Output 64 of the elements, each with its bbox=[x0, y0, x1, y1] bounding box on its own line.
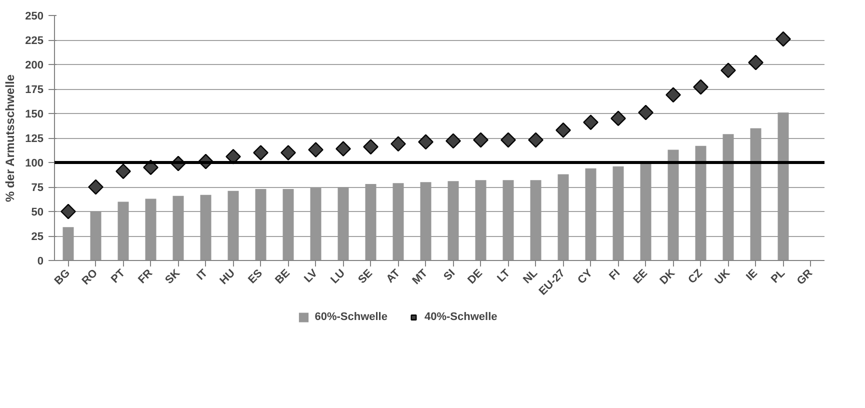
point bbox=[556, 122, 571, 138]
x-tick-label: LU bbox=[328, 267, 348, 286]
point bbox=[500, 132, 516, 148]
x-tick-label: FR bbox=[136, 267, 156, 286]
point bbox=[280, 145, 296, 160]
point bbox=[60, 204, 76, 220]
y-tick-label: 150 bbox=[25, 108, 44, 120]
point bbox=[116, 164, 131, 179]
point bbox=[610, 110, 626, 126]
x-tick-label: DK bbox=[658, 267, 678, 287]
y-tick-label: 200 bbox=[25, 60, 44, 72]
x-tick-label: HU bbox=[218, 267, 238, 287]
point bbox=[336, 141, 351, 156]
point bbox=[446, 133, 461, 149]
point bbox=[776, 31, 791, 47]
point bbox=[583, 114, 598, 130]
x-tick-label: GR bbox=[794, 267, 816, 288]
point bbox=[390, 136, 406, 152]
y-tick-label: 225 bbox=[25, 35, 44, 47]
y-tick-label: 100 bbox=[25, 158, 44, 170]
x-tick-label: BG bbox=[52, 267, 72, 288]
x-tick-label: UK bbox=[712, 267, 733, 287]
point bbox=[666, 87, 681, 103]
y-tick-label: 125 bbox=[25, 133, 44, 145]
y-tick-label: 0 bbox=[37, 256, 44, 268]
point bbox=[418, 134, 434, 150]
point bbox=[693, 79, 708, 95]
point bbox=[363, 139, 378, 154]
x-tick-label: SI bbox=[442, 267, 458, 284]
x-tick-label: ES bbox=[246, 267, 265, 286]
x-tick-label: BE bbox=[273, 267, 292, 287]
point bbox=[308, 142, 324, 158]
x-tick-label: MT bbox=[410, 267, 430, 287]
point bbox=[638, 104, 654, 120]
x-tick-label: PL bbox=[769, 267, 788, 286]
x-tick-label: CZ bbox=[686, 267, 706, 286]
y-axis-title: % der Armutsschwelle bbox=[3, 74, 18, 202]
x-tick-label: AT bbox=[384, 267, 403, 286]
y-tick-label: 50 bbox=[31, 206, 44, 218]
point bbox=[720, 62, 736, 78]
x-tick-label: DE bbox=[466, 267, 485, 287]
point bbox=[748, 54, 764, 70]
x-tick-label: IT bbox=[194, 267, 210, 283]
point bbox=[253, 145, 268, 160]
legend-label: 40%-Schwelle bbox=[424, 311, 498, 323]
x-tick-label: FI bbox=[607, 267, 622, 283]
y-tick-label: 175 bbox=[25, 84, 44, 96]
x-tick-label: SK bbox=[163, 267, 183, 287]
y-tick-label: 25 bbox=[31, 231, 44, 243]
y-tick-label: 75 bbox=[31, 182, 44, 194]
y-tick-label: 250 bbox=[25, 10, 44, 22]
x-tick-label: CY bbox=[576, 266, 596, 287]
x-tick-label: LT bbox=[495, 267, 513, 285]
legend-label: 60%-Schwelle bbox=[314, 311, 388, 323]
x-tick-label: SE bbox=[356, 267, 375, 286]
x-tick-label: LV bbox=[302, 266, 320, 286]
x-tick-label: PT bbox=[109, 267, 128, 286]
point bbox=[528, 132, 544, 148]
x-tick-label: EE bbox=[631, 267, 650, 286]
point bbox=[473, 132, 488, 148]
x-tick-label: RO bbox=[80, 266, 100, 288]
x-tick-label: NL bbox=[521, 267, 540, 286]
x-tick-label: IE bbox=[744, 267, 760, 284]
point bbox=[88, 179, 104, 195]
